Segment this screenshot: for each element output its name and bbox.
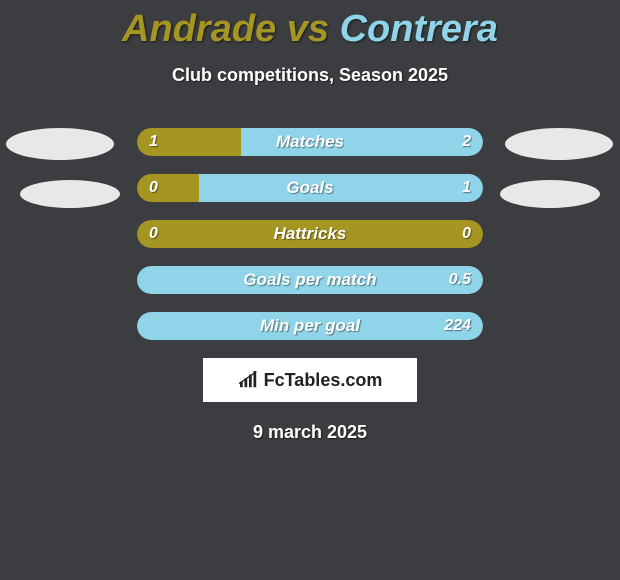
stat-label: Goals per match: [137, 266, 483, 294]
subtitle: Club competitions, Season 2025: [0, 65, 620, 86]
player2-name: Contrera: [340, 8, 498, 50]
player2-avatar-placeholder: [505, 128, 613, 160]
brand-watermark: FcTables.com: [203, 358, 417, 402]
comparison-chart: 12Matches 01Goals 00Hattricks 0.5Goals per …: [0, 128, 620, 340]
player1-avatar-placeholder: [6, 128, 114, 160]
stat-label: Hattricks: [137, 220, 483, 248]
stat-label: Min per goal: [137, 312, 483, 340]
player1-club-placeholder: [20, 180, 120, 208]
player2-club-placeholder: [500, 180, 600, 208]
page-title: Andrade vs Contrera: [0, 0, 620, 51]
stat-label: Goals: [137, 174, 483, 202]
stat-row: 00Hattricks: [137, 220, 483, 248]
stat-row: 0.5Goals per match: [137, 266, 483, 294]
stat-row: 224Min per goal: [137, 312, 483, 340]
stat-row: 12Matches: [137, 128, 483, 156]
stat-label: Matches: [137, 128, 483, 156]
stat-row: 01Goals: [137, 174, 483, 202]
player1-name: Andrade: [122, 8, 276, 50]
vs-separator: vs: [276, 8, 339, 50]
bar-chart-icon: [238, 371, 260, 389]
brand-text: FcTables.com: [264, 370, 383, 391]
date-label: 9 march 2025: [0, 422, 620, 443]
